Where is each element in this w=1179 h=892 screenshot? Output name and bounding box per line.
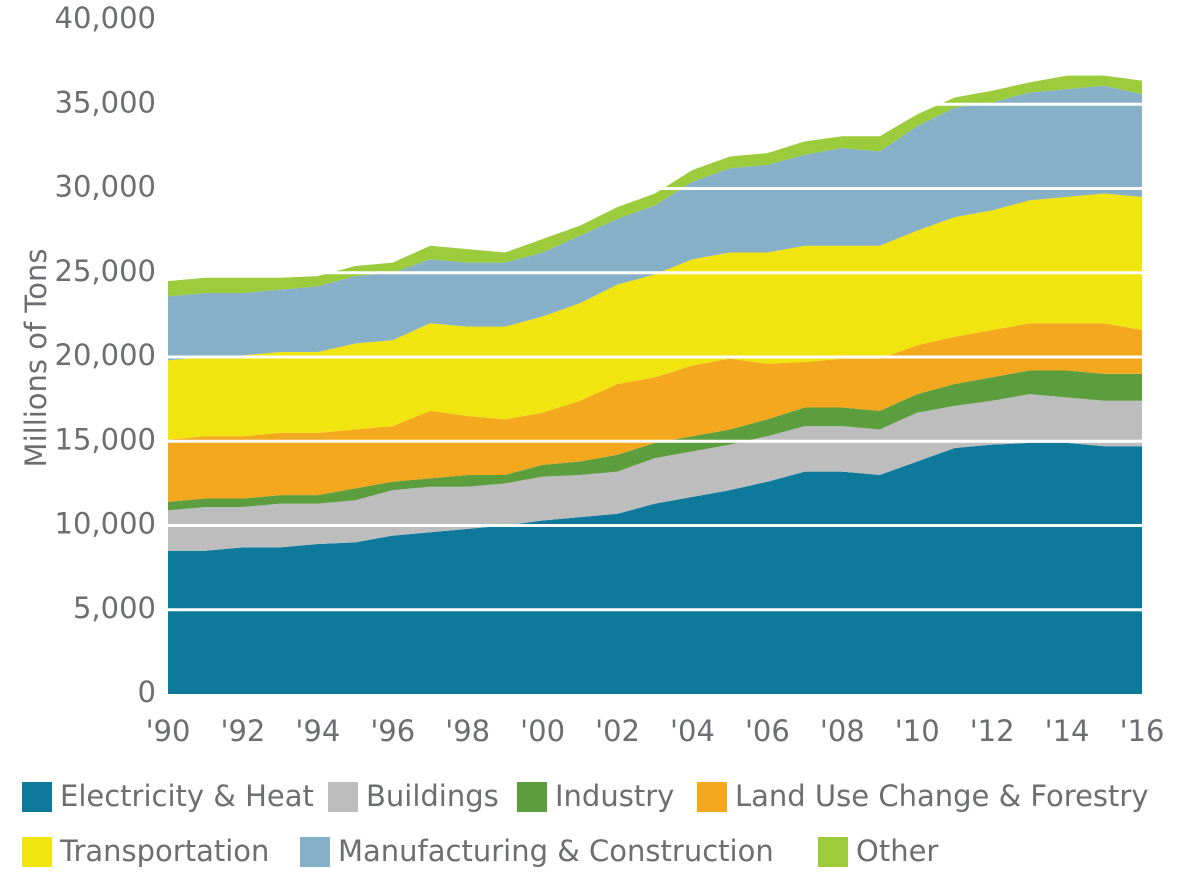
legend-swatch <box>697 782 727 812</box>
legend-label: Industry <box>555 779 674 813</box>
legend-swatch <box>328 782 358 812</box>
legend-swatch <box>517 782 547 812</box>
x-tick-label: '98 <box>445 714 490 748</box>
y-tick-label: 0 <box>138 675 156 709</box>
area <box>168 85 1142 361</box>
x-tick-label: '00 <box>520 714 565 748</box>
x-tick-label: '92 <box>220 714 265 748</box>
y-tick-label: 40,000 <box>55 1 156 35</box>
legend-label: Land Use Change & Forestry <box>735 779 1149 813</box>
legend-swatch <box>818 837 848 867</box>
x-tick-label: '04 <box>670 714 715 748</box>
legend-label: Manufacturing & Construction <box>338 834 774 868</box>
area <box>168 323 1142 502</box>
x-tick-label: '06 <box>745 714 790 748</box>
area <box>168 193 1142 440</box>
x-tick-label: '08 <box>820 714 865 748</box>
y-tick-label: 20,000 <box>55 338 156 372</box>
area <box>168 394 1142 551</box>
y-tick-label: 30,000 <box>55 170 156 204</box>
x-tick-label: '90 <box>146 714 191 748</box>
y-tick-label: 15,000 <box>55 422 156 456</box>
legend-swatch <box>22 782 52 812</box>
legend-label: Electricity & Heat <box>60 779 314 813</box>
y-tick-label: 35,000 <box>55 85 156 119</box>
y-tick-label: 25,000 <box>55 254 156 288</box>
x-tick-label: '12 <box>970 714 1015 748</box>
legend-label: Buildings <box>366 779 499 813</box>
x-tick-label: '10 <box>895 714 940 748</box>
x-tick-label: '16 <box>1120 714 1165 748</box>
area <box>168 370 1142 511</box>
area <box>168 442 1142 694</box>
y-axis-label: Millions of Tons <box>19 249 53 468</box>
y-tick-label: 10,000 <box>55 507 156 541</box>
y-tick-label: 5,000 <box>73 591 156 625</box>
legend-label: Other <box>856 834 938 868</box>
legend-swatch <box>22 837 52 867</box>
area <box>168 75 1142 297</box>
x-tick-label: '94 <box>295 714 340 748</box>
x-tick-label: '02 <box>595 714 640 748</box>
legend-label: Transportation <box>59 834 269 868</box>
legend-swatch <box>300 837 330 867</box>
x-tick-label: '14 <box>1045 714 1090 748</box>
x-tick-label: '96 <box>370 714 415 748</box>
